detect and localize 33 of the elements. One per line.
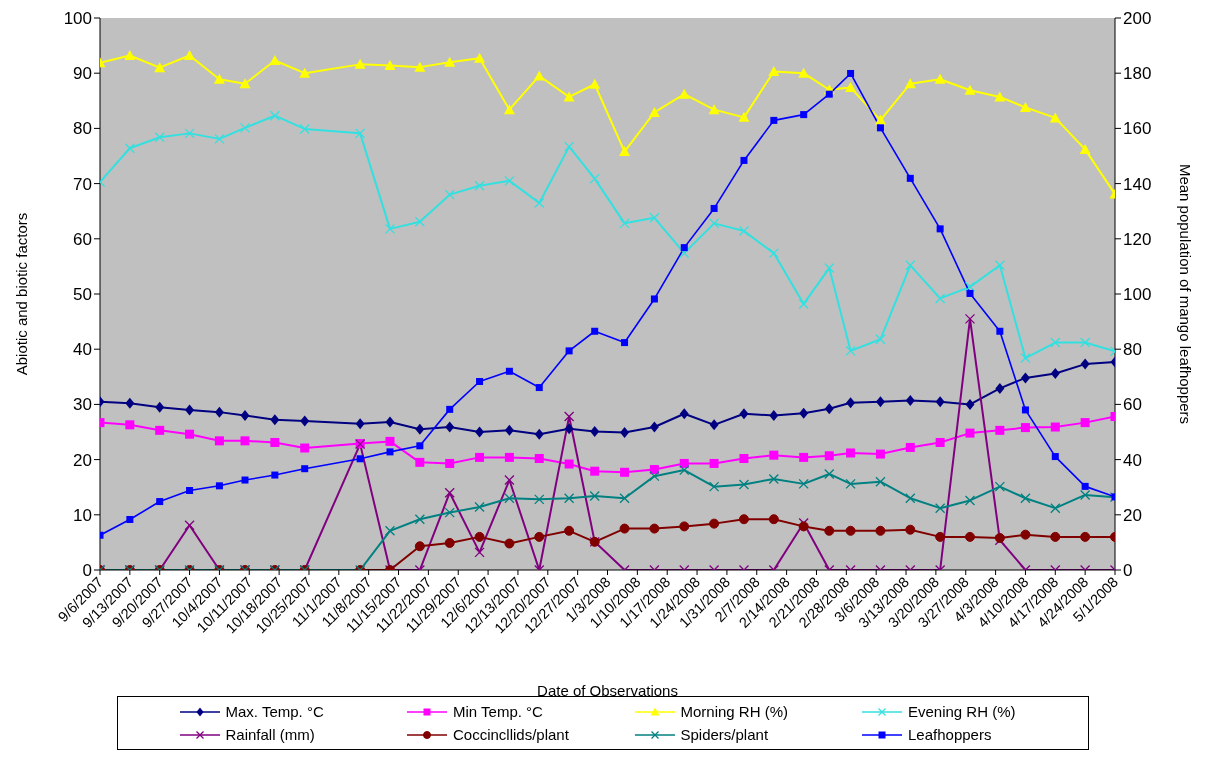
- y-tick-label: 10: [73, 505, 92, 525]
- y2-tick-label: 180: [1123, 64, 1152, 84]
- y2-tick-label: 100: [1123, 285, 1152, 305]
- x-axis-title: Date of Observations: [537, 682, 678, 699]
- y-tick-label: 80: [73, 119, 92, 139]
- y-tick-label: 40: [73, 340, 92, 360]
- y-tick-label: 50: [73, 285, 92, 305]
- legend-label: Morning RH (%): [680, 703, 789, 720]
- legend-label: Leafhoppers: [908, 726, 992, 743]
- legend-label: Rainfall (mm): [225, 726, 315, 743]
- legend-label: Spiders/plant: [680, 726, 769, 743]
- y2-tick-label: 140: [1123, 174, 1152, 194]
- legend-label: Min Temp. °C: [453, 703, 543, 720]
- y2-tick-label: 20: [1123, 505, 1142, 525]
- y-tick-label: 90: [73, 64, 92, 84]
- y-tick-label: 60: [73, 229, 92, 249]
- y-tick-label: 20: [73, 450, 92, 470]
- y2-tick-label: 200: [1123, 9, 1152, 29]
- legend-label: Max. Temp. °C: [225, 703, 324, 720]
- y2-tick-label: 0: [1123, 561, 1133, 581]
- y-tick-label: 30: [73, 395, 92, 415]
- y2-tick-label: 80: [1123, 340, 1142, 360]
- y2-axis-title: Mean population of mango leafhoppers: [1176, 163, 1194, 425]
- y2-tick-label: 60: [1123, 395, 1142, 415]
- legend-label: Coccincllids/plant: [453, 726, 569, 743]
- legend-label: Evening RH (%): [908, 703, 1016, 720]
- y-axis-title: Abiotic and biotic factors: [13, 212, 31, 376]
- y-tick-label: 70: [73, 174, 92, 194]
- y-tick-label: 0: [82, 561, 92, 581]
- y2-tick-label: 120: [1123, 229, 1152, 249]
- y2-tick-label: 160: [1123, 119, 1152, 139]
- y-tick-label: 100: [63, 9, 92, 29]
- y2-tick-label: 40: [1123, 450, 1142, 470]
